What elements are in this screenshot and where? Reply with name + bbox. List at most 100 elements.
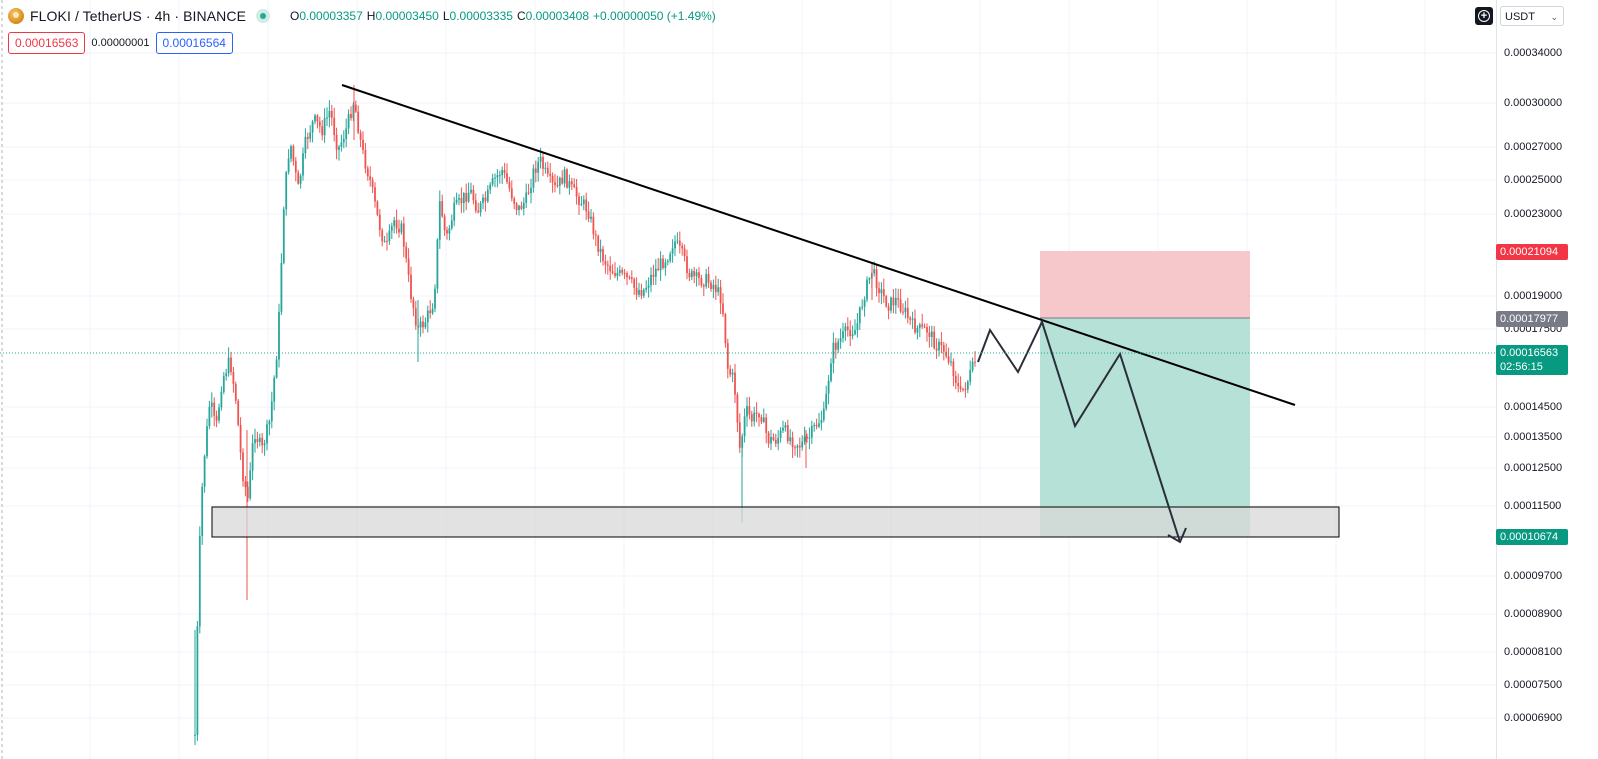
candle-body bbox=[566, 169, 568, 188]
candle-body bbox=[575, 187, 578, 197]
candle-body bbox=[530, 187, 532, 194]
candle-body bbox=[815, 424, 818, 427]
candle-body bbox=[693, 270, 696, 277]
candle-body bbox=[635, 287, 638, 295]
candle-body bbox=[666, 261, 669, 263]
candle-body bbox=[614, 273, 616, 276]
candle-body bbox=[225, 373, 228, 377]
take-profit-zone[interactable] bbox=[1040, 318, 1250, 537]
candle-body bbox=[957, 382, 960, 387]
candle-body bbox=[798, 445, 801, 448]
candle-body bbox=[321, 126, 324, 136]
candle-body bbox=[477, 210, 480, 213]
candle-body bbox=[760, 417, 763, 422]
buy-price-button[interactable]: 0.00016564 bbox=[155, 32, 233, 54]
candle-body bbox=[789, 437, 792, 442]
candle-body bbox=[374, 187, 376, 202]
symbol-title[interactable]: FLOKI / TetherUS · 4h · BINANCE bbox=[30, 8, 247, 24]
open-value: 0.00003357 bbox=[299, 9, 363, 23]
entry-price-tag[interactable]: 0.00017977 bbox=[1496, 311, 1568, 327]
candle-body bbox=[318, 121, 321, 127]
candle-body bbox=[472, 189, 475, 201]
candle-body bbox=[640, 290, 643, 296]
candle-body bbox=[441, 201, 444, 217]
candle-body bbox=[873, 269, 876, 274]
candle-body bbox=[434, 288, 436, 309]
axis-tick: 0.00011500 bbox=[1504, 500, 1562, 512]
candle-body bbox=[222, 376, 225, 392]
candle-body bbox=[448, 228, 451, 234]
close-value: 0.00003408 bbox=[525, 9, 590, 23]
candle-body bbox=[196, 626, 199, 735]
candle-body bbox=[249, 470, 252, 499]
currency-select[interactable]: USDT ⌄ bbox=[1500, 6, 1564, 26]
candle-body bbox=[813, 424, 816, 426]
candle-body bbox=[784, 425, 787, 428]
candle-body bbox=[904, 307, 907, 313]
candle-body bbox=[220, 391, 223, 408]
candle-body bbox=[597, 235, 600, 252]
candle-body bbox=[638, 290, 640, 295]
axis-tick: 0.00006900 bbox=[1504, 712, 1563, 724]
candle-body bbox=[623, 272, 626, 274]
projected-price-path[interactable] bbox=[977, 319, 1181, 543]
candle-body bbox=[515, 203, 518, 211]
candle-body bbox=[390, 226, 393, 231]
candle-body bbox=[750, 414, 753, 422]
candle-body bbox=[563, 169, 566, 184]
candle-body bbox=[458, 198, 460, 200]
candle-body bbox=[556, 185, 559, 187]
candle-body bbox=[237, 400, 240, 425]
trade-buttons: 0.00016563 0.00000001 0.00016564 bbox=[8, 32, 233, 54]
price-axis[interactable] bbox=[1496, 0, 1598, 759]
candle-body bbox=[712, 284, 715, 290]
candle-body bbox=[388, 230, 391, 242]
candle-body bbox=[532, 168, 535, 188]
candle-body bbox=[350, 114, 352, 119]
candle-body bbox=[731, 372, 734, 375]
candle-body bbox=[738, 422, 741, 448]
candle-body bbox=[328, 110, 331, 118]
axis-tick: 0.00030000 bbox=[1504, 97, 1563, 109]
candle-body bbox=[690, 270, 693, 278]
candle-body bbox=[724, 314, 727, 344]
candle-body bbox=[518, 205, 520, 211]
candle-body bbox=[875, 269, 878, 289]
candle-body bbox=[386, 240, 388, 242]
chevron-down-icon: ⌄ bbox=[1550, 12, 1558, 22]
candle-body bbox=[698, 272, 700, 278]
descending-trendline[interactable] bbox=[341, 84, 1296, 406]
stop-loss-price-tag[interactable]: 0.00021094 bbox=[1496, 244, 1568, 260]
candle-body bbox=[554, 182, 556, 186]
current-price-tag[interactable]: 0.00016563 02:56:15 bbox=[1496, 345, 1568, 375]
candle-body bbox=[894, 298, 897, 306]
candle-body bbox=[400, 223, 403, 233]
add-plus-icon[interactable]: + bbox=[1475, 7, 1493, 25]
axis-tick: 0.00025000 bbox=[1504, 174, 1563, 186]
sell-price-button[interactable]: 0.00016563 bbox=[8, 32, 86, 54]
stop-loss-zone[interactable] bbox=[1040, 251, 1250, 318]
candle-body bbox=[681, 245, 684, 249]
candle-body bbox=[743, 416, 746, 437]
candle-body bbox=[206, 426, 208, 457]
candle-body bbox=[520, 205, 523, 209]
candle-body bbox=[959, 386, 962, 389]
support-zone-rectangle[interactable] bbox=[211, 506, 1340, 538]
current-price-value: 0.00016563 bbox=[1500, 347, 1559, 359]
candle-body bbox=[410, 274, 412, 299]
candle-body bbox=[928, 332, 931, 337]
candle-body bbox=[573, 184, 576, 188]
candle-body bbox=[378, 214, 381, 231]
candle-body bbox=[664, 262, 667, 269]
candle-body bbox=[354, 104, 357, 112]
high-label: H bbox=[366, 9, 376, 23]
target-price-tag[interactable]: 0.00010674 bbox=[1496, 529, 1568, 545]
axis-tick: 0.00034000 bbox=[1504, 47, 1563, 59]
candle-body bbox=[933, 331, 936, 349]
candle-body bbox=[412, 299, 415, 309]
candle-body bbox=[218, 407, 220, 421]
candle-body bbox=[419, 321, 422, 328]
market-status-icon[interactable] bbox=[256, 9, 271, 23]
candle-body bbox=[486, 189, 489, 202]
